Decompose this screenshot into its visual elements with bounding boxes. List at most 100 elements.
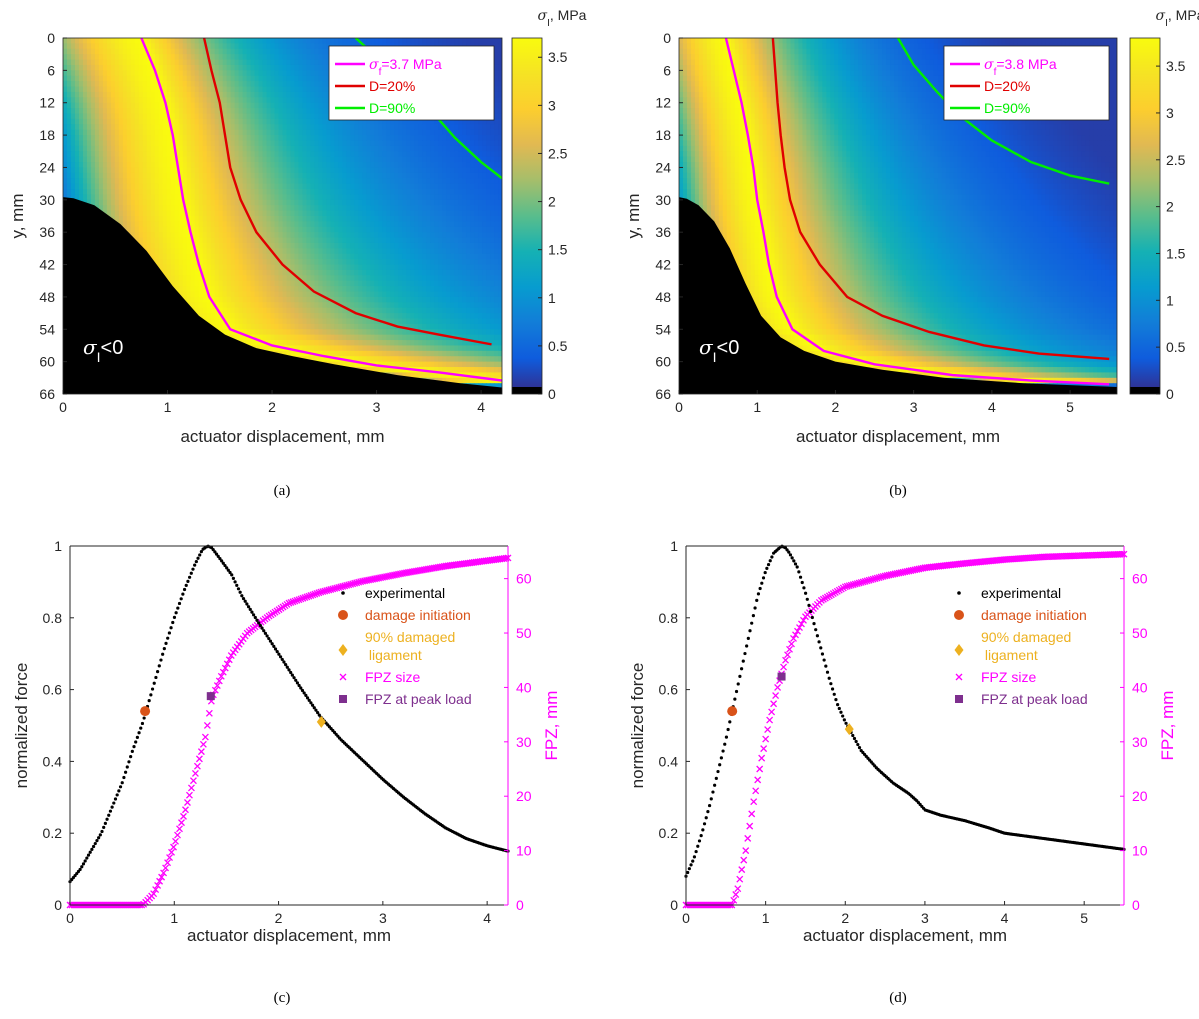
legend-label: D=90% [369,100,415,116]
experimental-point [766,562,771,567]
fpz-size-point [337,583,345,591]
x-tick-label: 0 [675,399,683,415]
fpz-size-point [289,598,297,606]
experimental-point [91,844,96,849]
y2-tick-label: 40 [1132,679,1148,695]
fpz-size-point [307,592,315,599]
experimental-point [198,553,202,557]
x-axis-label: actuator displacement, mm [180,427,384,446]
experimental-point [756,592,761,596]
fpz-size-point [301,594,309,602]
experimental-point [783,546,787,550]
experimental-point [309,701,313,705]
y-tick-label: 12 [655,95,671,111]
experimental-point [713,783,717,787]
experimental-point [805,597,809,601]
experimental-point [132,745,136,749]
colorbar-gradient [512,38,542,394]
experimental-point [284,663,288,667]
fpz-size-point [335,583,343,591]
y2-tick-label: 10 [1132,843,1148,859]
experimental-point [257,621,261,625]
experimental-point [98,833,102,837]
colorbar-negative-band [512,387,542,394]
fpz-size-point [193,762,201,770]
colorbar-negative-band [1130,387,1160,394]
fpz-size-point [317,588,325,596]
experimental-point [317,713,321,717]
experimental-point [852,736,857,741]
experimental-point [115,793,119,797]
fpz-size-point [754,776,762,784]
y-tick-label: 0.6 [43,682,63,698]
experimental-point [290,673,294,677]
experimental-point [728,720,732,724]
colorbar-tick-label: 2.5 [548,145,568,161]
fpz-size-point [185,791,193,799]
x-axis-label: actuator displacement, mm [187,926,391,945]
fpz-size-point [295,596,303,604]
y-tick-label: 60 [655,354,671,370]
figure-caption: (c) [274,990,291,1006]
fpz-size-point [861,577,869,585]
experimental-point [213,550,217,554]
fpz-size-point [851,580,859,588]
y2-tick-label: 50 [1132,625,1148,641]
fpz-peak-marker [777,672,786,681]
colorbar-tick-label: 0 [1166,386,1174,402]
legend-marker [954,644,964,656]
x-tick-label: 2 [832,399,840,415]
experimental-point [724,735,729,739]
experimental-point [112,801,116,805]
figure-caption: (a) [274,483,291,499]
experimental-point [761,576,766,580]
negative-region-label: σI<0 [83,335,123,365]
experimental-point [750,621,754,625]
experimental-point [702,822,707,826]
legend-marker [955,673,963,681]
experimental-point [691,859,695,863]
experimental-point [166,636,170,640]
fpz-size-point [158,873,166,881]
fpz-size-point [734,885,742,893]
experimental-point [699,834,703,838]
experimental-point [822,658,826,662]
experimental-point [88,850,92,854]
experimental-point [844,721,848,725]
experimental-point [97,836,101,840]
fpz-size-point [321,587,329,595]
experimental-point [295,681,300,685]
fpz-size-point [351,579,359,587]
fpz-size-point [792,631,799,639]
fpz-size-point [339,582,347,590]
experimental-series [68,544,510,884]
x-tick-label: 3 [373,399,381,415]
y2-tick-label: 20 [516,788,532,804]
legend-marker [338,644,348,656]
fpz-size-point [285,599,293,607]
fpz-size-point [855,579,863,587]
fpz-size-point [323,587,331,594]
y-tick-label: 36 [655,224,671,240]
experimental-point [723,742,727,746]
experimental-point [278,655,283,659]
experimental-point [277,652,281,656]
fpz-size-point [353,579,361,587]
experimental-point [186,579,190,583]
fpz-size-point [764,726,772,734]
experimental-point [721,749,725,753]
fpz-size-point [756,765,764,773]
experimental-point [804,591,808,595]
experimental-point [689,863,693,867]
fpz-size-point [857,578,865,586]
plot-frame [62,37,503,395]
experimental-point [770,555,774,559]
experimental-point [753,606,757,610]
experimental-point [815,634,820,638]
x-tick-label: 3 [910,399,918,415]
experimental-point [820,652,825,656]
experimental-point [108,809,113,813]
experimental-point [150,687,155,691]
legend-label: 90% damaged [981,629,1071,645]
